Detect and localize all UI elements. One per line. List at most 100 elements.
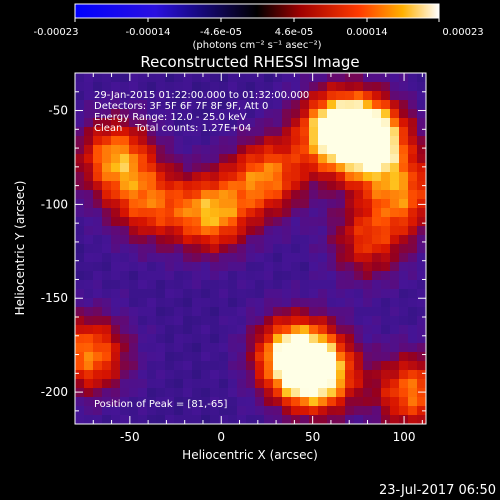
heatmap-cell <box>291 325 301 335</box>
heatmap-cell <box>309 163 319 173</box>
heatmap-cell <box>201 154 211 164</box>
heatmap-cell <box>300 172 310 182</box>
heatmap-cell <box>165 118 175 128</box>
heatmap-cell <box>93 298 103 308</box>
heatmap-cell <box>237 406 247 416</box>
heatmap-cell <box>75 316 85 326</box>
heatmap-cell <box>336 190 346 200</box>
heatmap-cell <box>183 73 193 83</box>
heatmap-cell <box>147 208 157 218</box>
heatmap-cell <box>201 307 211 317</box>
colorbar-gradient <box>74 3 440 19</box>
heatmap-cell <box>309 352 319 362</box>
heatmap-cell <box>327 172 337 182</box>
heatmap-cell <box>255 298 265 308</box>
heatmap-cell <box>273 343 283 353</box>
heatmap-cell <box>111 181 121 191</box>
heatmap-cell <box>372 361 382 371</box>
heatmap-cell <box>273 235 283 245</box>
heatmap-cell <box>120 73 130 83</box>
heatmap-cell <box>363 253 373 263</box>
heatmap-cell <box>372 208 382 218</box>
heatmap-cell <box>210 235 220 245</box>
heatmap-cell <box>381 208 391 218</box>
heatmap-cell <box>282 253 292 263</box>
heatmap-cell <box>336 226 346 236</box>
heatmap-cell <box>111 289 121 299</box>
heatmap-cell <box>228 118 238 128</box>
heatmap-cell <box>282 190 292 200</box>
heatmap-cell <box>309 343 319 353</box>
heatmap-cell <box>282 262 292 272</box>
heatmap-cell <box>309 262 319 272</box>
heatmap-cell <box>129 361 139 371</box>
heatmap-cell <box>201 289 211 299</box>
heatmap-cell <box>246 253 256 263</box>
heatmap-cell <box>327 217 337 227</box>
y-axis-label: Heliocentric Y (arcsec) <box>13 181 27 316</box>
heatmap-cell <box>282 352 292 362</box>
heatmap-cell <box>219 388 229 398</box>
heatmap-cell <box>408 343 418 353</box>
heatmap-cell <box>336 82 346 92</box>
heatmap-cell <box>390 289 400 299</box>
heatmap-cell <box>381 352 391 362</box>
heatmap-cell <box>255 172 265 182</box>
heatmap-cell <box>327 226 337 236</box>
heatmap-cell <box>201 100 211 110</box>
heatmap-cell <box>354 280 364 290</box>
heatmap-cell <box>228 361 238 371</box>
heatmap-cell <box>417 109 427 119</box>
heatmap-cell <box>390 163 400 173</box>
heatmap-cell <box>129 316 139 326</box>
heatmap-cell <box>237 334 247 344</box>
heatmap-cell <box>228 388 238 398</box>
heatmap-cell <box>174 343 184 353</box>
heatmap-cell <box>354 397 364 407</box>
heatmap-cell <box>381 199 391 209</box>
heatmap-cell <box>129 118 139 128</box>
heatmap-cell <box>345 253 355 263</box>
heatmap-cell <box>147 235 157 245</box>
heatmap-cell <box>381 397 391 407</box>
heatmap-cell <box>309 190 319 200</box>
heatmap-cell <box>273 244 283 254</box>
heatmap-cell <box>156 307 166 317</box>
heatmap-cell <box>408 109 418 119</box>
heatmap-cell <box>111 163 121 173</box>
heatmap-cell <box>408 253 418 263</box>
heatmap-cell <box>183 136 193 146</box>
heatmap-cell <box>156 91 166 101</box>
heatmap-cell <box>183 226 193 236</box>
heatmap-cell <box>381 235 391 245</box>
heatmap-cell <box>390 208 400 218</box>
heatmap-cell <box>192 361 202 371</box>
heatmap-cell <box>318 190 328 200</box>
heatmap-cell <box>273 172 283 182</box>
heatmap-cell <box>309 118 319 128</box>
heatmap-cell <box>219 334 229 344</box>
heatmap-cell <box>300 145 310 155</box>
heatmap-cell <box>417 217 427 227</box>
heatmap-cell <box>192 406 202 416</box>
heatmap-cell <box>183 244 193 254</box>
heatmap-cell <box>354 316 364 326</box>
heatmap-cell <box>300 100 310 110</box>
heatmap-cell <box>336 100 346 110</box>
heatmap-cell <box>138 307 148 317</box>
heatmap-cell <box>201 325 211 335</box>
heatmap-cell <box>120 82 130 92</box>
heatmap-cell <box>264 163 274 173</box>
heatmap-cell <box>255 244 265 254</box>
heatmap-cell <box>183 181 193 191</box>
heatmap-cell <box>309 379 319 389</box>
heatmap-cell <box>345 370 355 380</box>
heatmap-cell <box>309 397 319 407</box>
heatmap-cell <box>408 172 418 182</box>
heatmap-cell <box>183 370 193 380</box>
heatmap-cell <box>102 244 112 254</box>
heatmap-cell <box>156 199 166 209</box>
heatmap-cell <box>264 235 274 245</box>
heatmap-cell <box>309 172 319 182</box>
heatmap-cell <box>354 253 364 263</box>
